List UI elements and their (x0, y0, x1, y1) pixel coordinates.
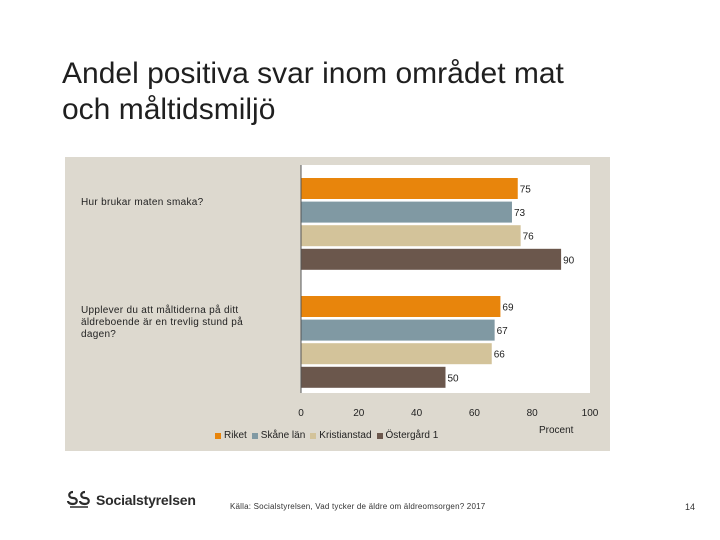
data-label-skane-cat2: 67 (497, 326, 509, 337)
data-label-skane-cat1: 73 (514, 208, 526, 219)
data-label-ostergard-cat1: 90 (563, 255, 575, 266)
logo-emblem-icon (66, 490, 90, 508)
data-label-kristianstad-cat1: 76 (523, 232, 535, 243)
data-label-kristianstad-cat2: 66 (494, 350, 506, 361)
x-tick-label-40: 40 (411, 408, 423, 419)
x-tick-label-60: 60 (469, 408, 481, 419)
legend-swatch-skane (251, 432, 258, 439)
bar-skane-cat1 (301, 201, 512, 223)
legend-item-riket: Riket (215, 430, 247, 441)
bar-chart: 75 73 76 90 69 67 66 50 0 20 40 60 80 100 (298, 165, 599, 419)
legend-label-ostergard: Östergård 1 (385, 430, 439, 441)
page-number: 14 (685, 502, 696, 512)
legend-label-skane: Skåne län (260, 430, 306, 441)
logo-text: Socialstyrelsen (96, 492, 196, 508)
bar-kristianstad-cat2 (301, 343, 492, 365)
source-note: Källa: Socialstyrelsen, Vad tycker de äl… (230, 502, 486, 511)
data-label-riket-cat1: 75 (520, 185, 532, 196)
category-label-mealtime: Upplever du att måltiderna på ditt äldre… (81, 305, 243, 340)
legend-swatch-riket (215, 432, 221, 439)
slide-title: Andel positiva svar inom området mat och… (62, 56, 682, 128)
chart-panel: 75 73 76 90 69 67 66 50 0 20 40 60 80 100 Hur brukar … (65, 157, 610, 451)
slide-title-line-2: och måltidsmiljö (62, 93, 276, 126)
x-tick-label-80: 80 (527, 408, 539, 419)
bar-riket-cat1 (301, 178, 518, 199)
bar-skane-cat2 (301, 319, 495, 341)
socialstyrelsen-logo: Socialstyrelsen (66, 489, 196, 511)
legend-item-skane: Skåne län (251, 430, 306, 441)
legend-swatch-ostergard (376, 432, 383, 439)
data-label-riket-cat2: 69 (502, 303, 514, 314)
bar-ostergard-cat2 (301, 366, 446, 388)
chart-legend: Riket Skåne län Kristianstad Östergård 1 (215, 430, 440, 441)
legend-item-kristianstad: Kristianstad (310, 430, 372, 441)
x-axis-label: Procent (539, 425, 574, 436)
x-tick-label-0: 0 (298, 408, 304, 419)
bar-kristianstad-cat1 (301, 225, 521, 247)
x-tick-label-20: 20 (353, 408, 365, 419)
data-label-ostergard-cat2: 50 (448, 373, 460, 384)
bar-riket-cat2 (301, 296, 501, 317)
category-label-taste: Hur brukar maten smaka? (81, 197, 204, 208)
legend-item-ostergard: Östergård 1 (376, 430, 439, 441)
legend-swatch-kristianstad (310, 432, 317, 439)
legend-label-kristianstad: Kristianstad (319, 430, 372, 441)
slide-title-line-1: Andel positiva svar inom området mat (62, 57, 564, 90)
legend-label-riket: Riket (224, 430, 247, 441)
bar-ostergard-cat1 (301, 248, 562, 270)
x-tick-label-100: 100 (582, 408, 599, 419)
